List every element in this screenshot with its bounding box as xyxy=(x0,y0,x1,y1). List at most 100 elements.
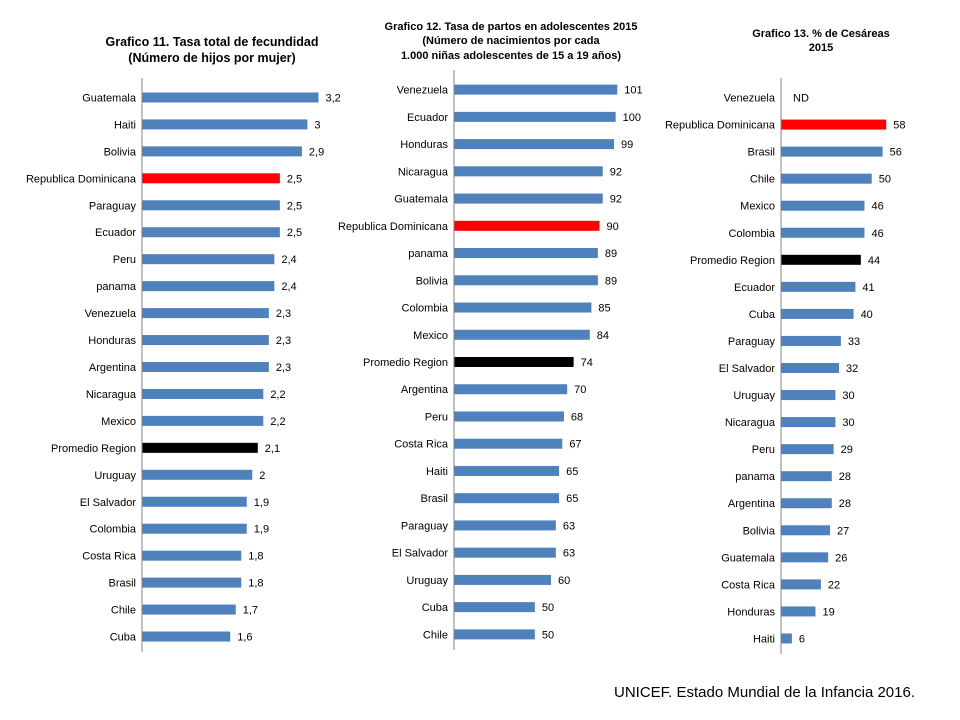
category-label: El Salvador xyxy=(80,497,137,509)
category-label: Chile xyxy=(111,605,136,617)
bar xyxy=(781,119,887,130)
chart-2-title-line: Grafico 12. Tasa de partos en adolescent… xyxy=(384,21,638,33)
bar xyxy=(454,111,616,122)
data-label: 2,3 xyxy=(276,362,291,374)
source-footer: UNICEF. Estado Mundial de la Infancia 20… xyxy=(613,684,915,701)
chart-3-title: Grafico 13. % de Cesáreas 2015 xyxy=(716,27,926,56)
data-label: 63 xyxy=(563,520,575,532)
data-label: 89 xyxy=(605,248,617,260)
bar xyxy=(781,308,854,319)
bar xyxy=(781,444,834,455)
bar xyxy=(142,496,247,507)
data-label: 58 xyxy=(893,120,905,132)
category-label: Peru xyxy=(425,411,448,423)
data-label: 2,5 xyxy=(287,200,302,212)
category-label: Argentina xyxy=(89,362,137,374)
bar xyxy=(781,390,836,401)
data-label: 50 xyxy=(542,629,554,641)
bar xyxy=(781,200,865,211)
data-label: 90 xyxy=(607,221,619,233)
chart-3-title-line: 2015 xyxy=(808,42,834,55)
category-label: Uruguay xyxy=(94,470,136,482)
category-label: Honduras xyxy=(88,335,136,347)
bar xyxy=(781,227,865,238)
bar xyxy=(454,520,556,531)
category-label: Cuba xyxy=(110,632,137,644)
bar xyxy=(454,384,568,395)
data-label: 65 xyxy=(566,493,578,505)
bar xyxy=(781,173,872,184)
bar xyxy=(781,525,830,536)
category-label: Republica Dominicana xyxy=(26,173,137,185)
category-label: Costa Rica xyxy=(82,551,137,563)
chart-3-title-line: Grafico 13. % de Cesáreas xyxy=(752,28,890,40)
bar xyxy=(454,84,618,95)
bar xyxy=(781,606,816,617)
data-label: 1,9 xyxy=(254,497,269,509)
category-label: Ecuador xyxy=(95,227,136,239)
category-label: Brasil xyxy=(420,493,448,505)
data-label: 33 xyxy=(848,336,860,348)
category-label: Mexico xyxy=(413,330,448,342)
data-label: 67 xyxy=(569,439,581,451)
bar xyxy=(142,415,264,426)
category-label: Haiti xyxy=(753,633,775,645)
bar xyxy=(781,281,856,292)
category-label: Nicaragua xyxy=(86,389,137,401)
category-label: Republica Dominicana xyxy=(338,221,449,233)
bar xyxy=(454,438,563,449)
category-label: Paraguay xyxy=(401,520,449,532)
category-label: Brasil xyxy=(108,578,136,590)
data-label: 1,8 xyxy=(248,551,263,563)
data-label: 74 xyxy=(581,357,593,369)
bar xyxy=(142,146,302,157)
bar xyxy=(454,302,592,313)
bar xyxy=(454,493,560,504)
data-label: 2,9 xyxy=(309,146,324,158)
category-label: Colombia xyxy=(90,524,137,536)
chart-1-title-line: (Número de hijos por mujer) xyxy=(128,51,296,66)
bar xyxy=(454,357,574,367)
category-label: Cuba xyxy=(422,602,449,614)
bar xyxy=(142,631,231,642)
bar xyxy=(454,411,564,422)
category-label: Argentina xyxy=(728,498,776,510)
bar xyxy=(454,248,598,259)
category-label: Ecuador xyxy=(407,112,448,124)
data-label: 70 xyxy=(574,384,586,396)
data-label: 92 xyxy=(610,166,622,178)
bar xyxy=(142,469,253,480)
data-label: 30 xyxy=(842,390,854,402)
data-label: 46 xyxy=(871,228,883,240)
bar xyxy=(781,417,836,428)
data-label: 2,1 xyxy=(265,443,280,455)
bar xyxy=(142,604,236,615)
category-label: Bolivia xyxy=(104,146,137,158)
bar xyxy=(142,173,280,184)
bar xyxy=(454,574,551,585)
data-label: 29 xyxy=(841,444,853,456)
category-label: Promedio Region xyxy=(51,443,136,455)
bar xyxy=(142,388,264,399)
data-label: 2,4 xyxy=(281,281,296,293)
category-label: Ecuador xyxy=(734,282,775,294)
category-label: Promedio Region xyxy=(363,357,448,369)
data-label: 2,3 xyxy=(276,308,291,320)
category-label: Honduras xyxy=(727,606,775,618)
category-label: Paraguay xyxy=(728,336,776,348)
category-label: Brasil xyxy=(747,147,775,159)
data-label: 84 xyxy=(597,330,609,342)
data-label: 60 xyxy=(558,575,570,587)
category-label: Honduras xyxy=(400,139,448,151)
bar xyxy=(142,308,269,319)
data-label: 1,9 xyxy=(254,524,269,536)
bar xyxy=(454,275,598,286)
data-label: 27 xyxy=(837,525,849,537)
fertility-rate-chart: Guatemala 3,2 Haiti 3 Bolivia 2,9 Republica Do… xyxy=(26,78,341,652)
category-label: Peru xyxy=(752,444,775,456)
data-label: 40 xyxy=(861,309,873,321)
bar xyxy=(142,200,280,211)
bar xyxy=(454,465,560,476)
data-label: 50 xyxy=(542,602,554,614)
data-label: 30 xyxy=(842,417,854,429)
